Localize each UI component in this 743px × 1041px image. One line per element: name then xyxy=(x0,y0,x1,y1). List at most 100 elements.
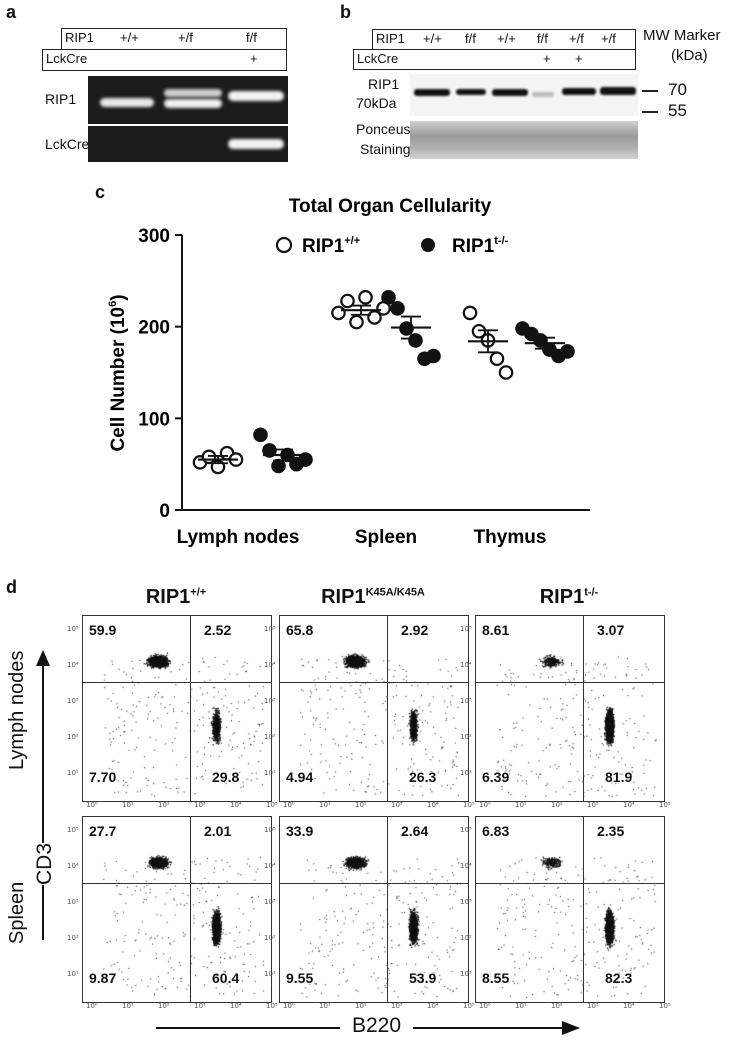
flow-x-tick-label: 10² xyxy=(355,801,367,809)
x-category-label: Spleen xyxy=(355,527,417,548)
flow-y-tick-label: 10⁵ xyxy=(264,826,276,834)
flow-y-tick-label: 10⁵ xyxy=(67,826,79,834)
marker-tick-70 xyxy=(642,90,658,92)
flow-y-tick-label: 10⁴ xyxy=(264,661,276,669)
flow-y-tick-label: 10¹ xyxy=(460,769,472,777)
flow-x-tick-label: 10⁰ xyxy=(283,1002,295,1010)
flow-x-tick-label: 10⁵ xyxy=(463,801,475,809)
b220-axis-label: B220 xyxy=(340,1014,414,1038)
quadrant-gate-horizontal xyxy=(280,883,468,884)
quadrant-lower-right-value: 81.9 xyxy=(605,769,633,785)
quadrant-upper-left-value: 8.61 xyxy=(482,622,510,638)
flow-x-tick-label: 10⁵ xyxy=(266,801,278,809)
flow-column-title: RIP1K45A/K45A xyxy=(321,586,425,608)
flow-dot-density xyxy=(476,616,664,801)
data-point xyxy=(262,443,277,458)
quadrant-upper-right-value: 2.35 xyxy=(597,823,625,839)
flow-y-tick-label: 10³ xyxy=(264,697,276,705)
quadrant-gate-vertical xyxy=(190,616,191,801)
panel-a-row1-name: RIP1 xyxy=(65,30,94,45)
x-category-label: Lymph nodes xyxy=(177,527,300,548)
marker-55: 55 xyxy=(668,101,687,120)
quadrant-gate-horizontal xyxy=(83,883,271,884)
flow-x-tick-label: 10² xyxy=(158,801,170,809)
panel-a-geno-2: +/f xyxy=(178,30,193,45)
quadrant-gate-vertical xyxy=(190,817,191,1002)
quadrant-gate-vertical xyxy=(583,616,584,801)
panel-a-row2-name: LckCre xyxy=(46,51,88,66)
data-point xyxy=(201,449,217,465)
legend-marker-open xyxy=(275,236,293,254)
flow-y-tick-label: 10³ xyxy=(67,898,79,906)
quadrant-upper-right-value: 2.01 xyxy=(204,823,232,839)
quadrant-gate-horizontal xyxy=(476,883,664,884)
flow-x-tick-label: 10⁴ xyxy=(623,1002,635,1010)
data-point xyxy=(381,290,396,305)
flow-y-tick-label: 10⁴ xyxy=(264,862,276,870)
flow-y-tick-label: 10¹ xyxy=(264,970,276,978)
flow-x-tick-label: 10² xyxy=(551,1002,563,1010)
flow-x-tick-label: 10¹ xyxy=(319,1002,331,1010)
blot-label-70kda: 70kDa xyxy=(356,95,397,111)
legend-label-wt: RIP1+/+ xyxy=(302,235,360,257)
quadrant-lower-right-value: 29.8 xyxy=(212,769,240,785)
flow-y-tick-label: 10² xyxy=(460,934,472,942)
data-point xyxy=(271,458,286,474)
quadrant-upper-right-value: 3.07 xyxy=(597,622,625,638)
ponceau-stain xyxy=(410,121,638,159)
flow-y-tick-label: 10¹ xyxy=(460,970,472,978)
quadrant-lower-left-value: 8.55 xyxy=(482,970,510,986)
flow-x-tick-label: 10³ xyxy=(194,801,206,809)
y-tick-label: 0 xyxy=(159,501,170,522)
quadrant-gate-vertical xyxy=(583,817,584,1002)
flow-x-tick-label: 10³ xyxy=(391,1002,403,1010)
flow-y-tick-label: 10³ xyxy=(67,697,79,705)
flow-y-tick-label: 10⁵ xyxy=(67,625,79,633)
flow-dot-density xyxy=(280,616,468,801)
flow-dot-density xyxy=(280,817,468,1002)
mw-marker-unit: (kDa) xyxy=(671,47,708,64)
flow-x-tick-label: 10⁴ xyxy=(427,1002,439,1010)
panel-a-gel-lckcre xyxy=(88,126,288,162)
quadrant-upper-right-value: 2.64 xyxy=(401,823,429,839)
panel-a-cre-3: + xyxy=(250,51,258,66)
y-axis-label: Cell Number (106) xyxy=(107,294,129,451)
quadrant-lower-right-value: 82.3 xyxy=(605,970,633,986)
legend-label-ko: RIP1t-/- xyxy=(452,235,509,257)
quadrant-upper-left-value: 65.8 xyxy=(286,622,314,638)
flow-row-label: Spleen xyxy=(6,881,28,944)
flow-row-label: Lymph nodes xyxy=(6,650,28,770)
flow-x-tick-label: 10⁵ xyxy=(266,1002,278,1010)
flow-column-title: RIP1t-/- xyxy=(539,586,599,608)
flow-y-tick-label: 10⁵ xyxy=(264,625,276,633)
quadrant-lower-right-value: 53.9 xyxy=(409,970,437,986)
flow-y-tick-label: 10⁵ xyxy=(460,625,472,633)
data-point xyxy=(298,452,313,467)
panel-b-geno-2: f/f xyxy=(465,31,476,46)
data-point xyxy=(390,301,405,316)
mw-marker-title: MW Marker xyxy=(643,27,721,44)
panel-c-label: c xyxy=(95,182,106,202)
flow-x-tick-label: 10⁴ xyxy=(230,801,242,809)
quadrant-lower-left-value: 9.87 xyxy=(89,970,117,986)
panel-a-gel-label-rip1: RIP1 xyxy=(45,91,77,107)
panel-b-geno-1: +/+ xyxy=(423,31,442,46)
panel-b-rip1-row: RIP1 +/+ f/f +/+ f/f +/f +/f xyxy=(372,29,636,50)
flow-x-tick-label: 10⁰ xyxy=(86,801,98,809)
panel-b-cre-4: + xyxy=(543,51,551,66)
data-point xyxy=(349,314,364,330)
data-point xyxy=(358,290,373,305)
flow-y-tick-label: 10⁵ xyxy=(460,826,472,834)
quadrant-gate-horizontal xyxy=(280,682,468,683)
flow-y-tick-label: 10⁴ xyxy=(460,862,472,870)
panel-b-row1-name: RIP1 xyxy=(376,31,405,46)
legend-marker-filled xyxy=(421,238,435,252)
flow-y-tick-label: 10² xyxy=(264,733,276,741)
flow-dot-density xyxy=(83,616,271,801)
flow-x-tick-label: 10⁰ xyxy=(86,1002,98,1010)
panel-b-geno-4: f/f xyxy=(537,31,548,46)
data-point xyxy=(471,323,487,339)
flow-x-tick-label: 10³ xyxy=(391,801,403,809)
flow-x-tick-label: 10¹ xyxy=(515,801,527,809)
flow-plot: 33.9 2.64 9.55 53.9 xyxy=(279,816,469,1003)
